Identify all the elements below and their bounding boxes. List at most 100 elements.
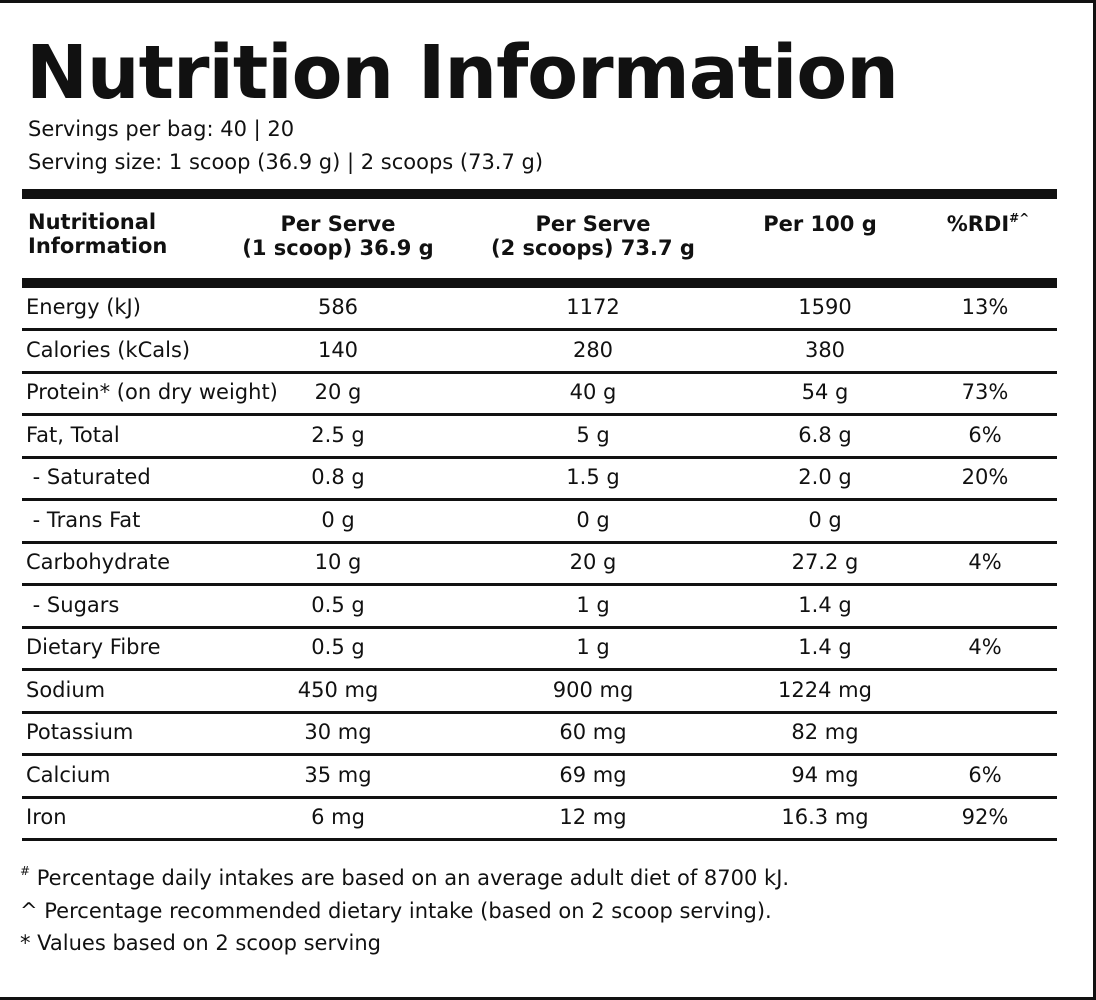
header-per-serve-1-scoop: Per Serve (1 scoop) 36.9 g [242,212,433,260]
row-label: Fat, Total [26,423,120,447]
per-100g-value: 1.4 g [798,593,852,617]
per-serve-2-scoops-value: 5 g [576,423,610,447]
per-100g-value: 1.4 g [798,635,852,659]
table-row: Calories (kCals) 140 280 380 [0,331,1096,373]
footnote-hash: # Percentage daily intakes are based on … [20,864,789,892]
footnote-star: * Values based on 2 scoop serving [20,931,381,955]
table-row: - Trans Fat 0 g 0 g 0 g [0,501,1096,543]
border-bottom [0,997,1096,1000]
row-divider [22,583,1057,586]
per-serve-2-scoops-value: 0 g [576,508,610,532]
row-label: - Sugars [26,593,120,617]
page-title: Nutrition Information [26,30,899,116]
border-top [0,0,1096,3]
header-rdi: %RDI#^ [947,212,1030,236]
table-row: Energy (kJ) 586 1172 1590 13% [0,288,1096,330]
table-row: Carbohydrate 10 g 20 g 27.2 g 4% [0,543,1096,585]
per-100g-value: 82 mg [791,720,859,744]
footnote-hash-mark: # [20,864,31,878]
per-serve-1-scoop-value: 6 mg [311,805,365,829]
per-serve-1-scoop-value: 10 g [314,550,362,574]
rdi-value: 73% [961,380,1009,404]
per-100g-value: 1590 [798,295,852,319]
per-serve-2-scoops-value: 20 g [569,550,617,574]
row-divider [22,371,1057,374]
per-serve-1-scoop-value: 2.5 g [311,423,365,447]
rdi-value: 4% [968,550,1002,574]
rdi-value: 20% [961,465,1009,489]
row-divider [22,328,1057,331]
row-label: Sodium [26,678,106,702]
per-serve-1-scoop-value: 0 g [321,508,355,532]
per-serve-2-scoops-value: 900 mg [552,678,634,702]
table-row: Dietary Fibre 0.5 g 1 g 1.4 g 4% [0,628,1096,670]
row-label: Calories (kCals) [26,338,191,362]
per-100g-value: 2.0 g [798,465,852,489]
per-serve-1-scoop-value: 30 mg [304,720,372,744]
per-100g-value: 0 g [808,508,842,532]
row-label: - Trans Fat [26,508,141,532]
per-serve-2-scoops-value: 12 mg [559,805,627,829]
serving-size: Serving size: 1 scoop (36.9 g) | 2 scoop… [28,150,544,174]
row-label: Carbohydrate [26,550,171,574]
row-divider [22,753,1057,756]
per-serve-2-scoops-value: 40 g [569,380,617,404]
header-per-100g: Per 100 g [763,212,877,236]
per-serve-1-scoop-value: 20 g [314,380,362,404]
rdi-value: 6% [968,423,1002,447]
per-serve-2-scoops-value: 1 g [576,635,610,659]
footnote-caret: ^ Percentage recommended dietary intake … [20,899,772,923]
per-100g-value: 54 g [801,380,849,404]
rdi-value: 13% [961,295,1009,319]
row-divider [22,711,1057,714]
footnote-hash-text: Percentage daily intakes are based on an… [36,866,790,890]
per-serve-2-scoops-value: 280 [572,338,614,362]
per-100g-value: 1224 mg [778,678,872,702]
row-divider [22,456,1057,459]
table-row: - Saturated 0.8 g 1.5 g 2.0 g 20% [0,458,1096,500]
table-row: Fat, Total 2.5 g 5 g 6.8 g 6% [0,416,1096,458]
per-100g-value: 94 mg [791,763,859,787]
row-divider [22,498,1057,501]
row-divider [22,413,1057,416]
header-col0-line2: Information [28,234,168,258]
per-serve-2-scoops-value: 1 g [576,593,610,617]
header-bottom-rule [22,278,1057,288]
border-right [1093,0,1096,1000]
header-per-serve-2-scoops: Per Serve (2 scoops) 73.7 g [491,212,695,260]
table-row: Potassium 30 mg 60 mg 82 mg [0,713,1096,755]
row-divider [22,796,1057,799]
per-serve-1-scoop-value: 450 mg [297,678,379,702]
row-divider [22,626,1057,629]
header-col2-line2: (2 scoops) 73.7 g [491,236,695,260]
row-divider [22,541,1057,544]
row-label: Dietary Fibre [26,635,161,659]
table-row: Sodium 450 mg 900 mg 1224 mg [0,671,1096,713]
table-row: Iron 6 mg 12 mg 16.3 mg 92% [0,798,1096,840]
per-serve-1-scoop-value: 586 [317,295,359,319]
per-100g-value: 16.3 mg [781,805,869,829]
per-serve-1-scoop-value: 35 mg [304,763,372,787]
rdi-value: 6% [968,763,1002,787]
header-col0-line1: Nutritional [28,210,157,234]
row-label: Calcium [26,763,111,787]
per-serve-2-scoops-value: 1.5 g [566,465,620,489]
per-100g-value: 380 [804,338,846,362]
table-row: Protein* (on dry weight) 20 g 40 g 54 g 73% [0,373,1096,415]
per-100g-value: 27.2 g [791,550,859,574]
per-serve-1-scoop-value: 0.8 g [311,465,365,489]
header-top-rule [22,189,1057,199]
row-label: Protein* (on dry weight) [26,380,278,404]
per-serve-1-scoop-value: 0.5 g [311,593,365,617]
per-serve-1-scoop-value: 140 [317,338,359,362]
header-col2-line1: Per Serve [535,212,651,236]
header-rdi-label: %RDI [946,212,1010,236]
row-label: - Saturated [26,465,151,489]
table-row: - Sugars 0.5 g 1 g 1.4 g [0,586,1096,628]
per-serve-2-scoops-value: 69 mg [559,763,627,787]
row-divider [22,668,1057,671]
row-label: Energy (kJ) [26,295,141,319]
header-col1-line1: Per Serve [280,212,396,236]
per-100g-value: 6.8 g [798,423,852,447]
header-col1-line2: (1 scoop) 36.9 g [242,236,434,260]
